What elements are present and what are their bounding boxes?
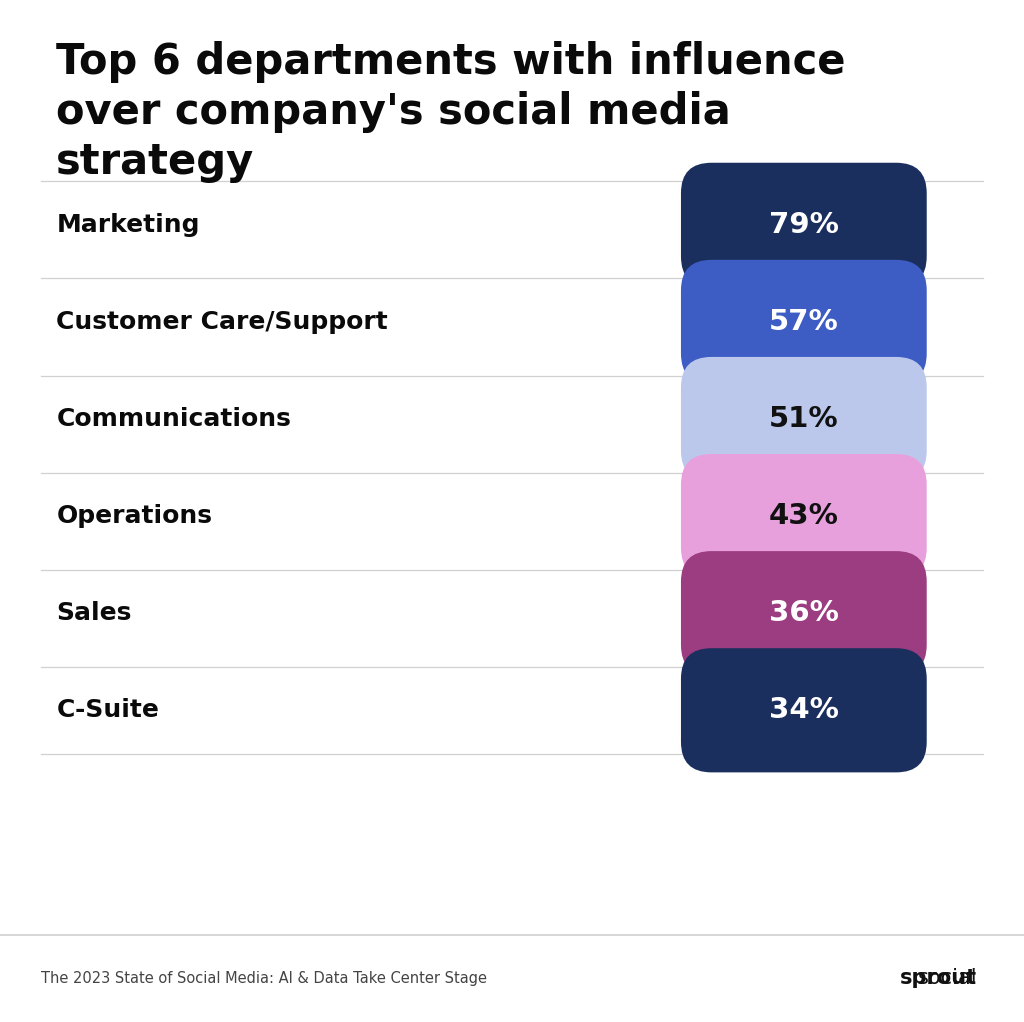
FancyBboxPatch shape	[681, 357, 927, 481]
FancyBboxPatch shape	[681, 454, 927, 578]
Text: Customer Care/Support: Customer Care/Support	[56, 310, 388, 334]
Text: 34%: 34%	[769, 696, 839, 725]
Text: social: social	[919, 968, 978, 988]
Text: Sales: Sales	[56, 601, 132, 625]
Text: sprout: sprout	[900, 968, 977, 988]
Text: 51%: 51%	[769, 405, 839, 433]
Text: Operations: Operations	[56, 504, 212, 528]
FancyBboxPatch shape	[681, 260, 927, 384]
Text: Marketing: Marketing	[56, 213, 200, 237]
FancyBboxPatch shape	[681, 551, 927, 676]
Text: C-Suite: C-Suite	[56, 698, 159, 723]
FancyBboxPatch shape	[681, 162, 927, 287]
Text: 79%: 79%	[769, 211, 839, 239]
Text: 43%: 43%	[769, 502, 839, 530]
Text: The 2023 State of Social Media: AI & Data Take Center Stage: The 2023 State of Social Media: AI & Dat…	[41, 971, 487, 985]
FancyBboxPatch shape	[681, 648, 927, 773]
Text: 57%: 57%	[769, 308, 839, 336]
Text: 36%: 36%	[769, 599, 839, 628]
Text: Communications: Communications	[56, 407, 291, 431]
Text: Top 6 departments with influence
over company's social media
strategy: Top 6 departments with influence over co…	[56, 41, 846, 183]
